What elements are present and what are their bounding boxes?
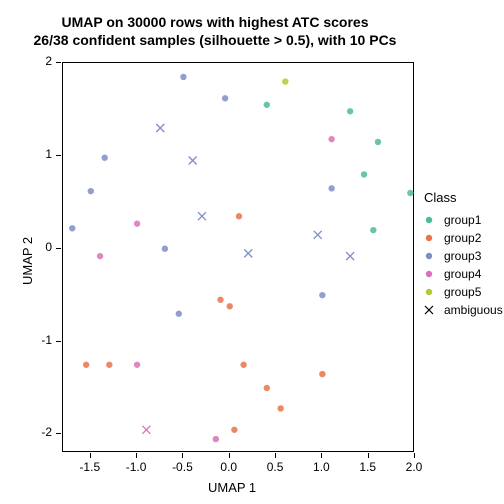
y-tick-label: 2 xyxy=(45,54,52,68)
y-tick xyxy=(56,433,61,434)
circle-icon xyxy=(424,287,440,297)
x-tick xyxy=(321,453,322,458)
data-point xyxy=(361,171,367,177)
legend-item: group2 xyxy=(424,229,503,247)
data-point xyxy=(176,311,182,317)
x-tick xyxy=(182,453,183,458)
x-tick-label: -0.5 xyxy=(170,460,194,474)
data-point xyxy=(134,220,140,226)
cross-icon xyxy=(424,305,440,315)
x-tick-label: 0.5 xyxy=(263,460,287,474)
data-point xyxy=(319,371,325,377)
circle-icon xyxy=(424,251,440,261)
data-point xyxy=(240,362,246,368)
data-point-ambiguous xyxy=(244,249,252,257)
data-point xyxy=(407,190,413,196)
data-point xyxy=(222,95,228,101)
data-point xyxy=(282,78,288,84)
legend-label: group1 xyxy=(444,213,481,227)
x-tick xyxy=(90,453,91,458)
data-point xyxy=(328,136,334,142)
data-point xyxy=(134,362,140,368)
legend-item: ambiguous xyxy=(424,301,503,319)
data-point xyxy=(231,427,237,433)
y-tick-label: -1 xyxy=(41,333,52,347)
data-point xyxy=(375,139,381,145)
x-tick-label: -1.5 xyxy=(78,460,102,474)
legend-label: group2 xyxy=(444,231,481,245)
data-point xyxy=(319,292,325,298)
x-tick xyxy=(414,453,415,458)
data-point xyxy=(328,185,334,191)
data-point xyxy=(69,225,75,231)
y-tick-label: -2 xyxy=(41,425,52,439)
data-point xyxy=(227,303,233,309)
data-point xyxy=(217,297,223,303)
data-point-ambiguous xyxy=(189,157,197,165)
legend-label: group4 xyxy=(444,267,481,281)
legend-label: group3 xyxy=(444,249,481,263)
legend-item: group3 xyxy=(424,247,503,265)
data-point xyxy=(101,155,107,161)
x-tick xyxy=(136,453,137,458)
data-point xyxy=(213,436,219,442)
data-point xyxy=(162,246,168,252)
data-point-ambiguous xyxy=(346,252,354,260)
data-point xyxy=(264,385,270,391)
data-point xyxy=(370,227,376,233)
chart-container: UMAP on 30000 rows with highest ATC scor… xyxy=(0,0,504,504)
data-point xyxy=(180,74,186,80)
x-tick xyxy=(368,453,369,458)
circle-icon xyxy=(424,233,440,243)
title-line-1: UMAP on 30000 rows with highest ATC scor… xyxy=(61,14,368,30)
x-tick xyxy=(275,453,276,458)
x-tick-label: 0.0 xyxy=(217,460,241,474)
y-tick xyxy=(56,248,61,249)
circle-icon xyxy=(424,269,440,279)
data-point-ambiguous xyxy=(156,124,164,132)
legend-label: ambiguous xyxy=(444,303,503,317)
legend: Class group1 group2 group3 group4 group5 ambi… xyxy=(424,190,503,319)
data-point xyxy=(264,102,270,108)
data-point-ambiguous xyxy=(142,426,150,434)
x-tick-label: 1.5 xyxy=(356,460,380,474)
x-tick-label: 1.0 xyxy=(309,460,333,474)
legend-item: group1 xyxy=(424,211,503,229)
data-point xyxy=(83,362,89,368)
x-axis-label: UMAP 1 xyxy=(208,480,256,495)
scatter-svg xyxy=(63,63,415,453)
x-tick-label: 2.0 xyxy=(402,460,426,474)
data-point-ambiguous xyxy=(314,231,322,239)
legend-item: group4 xyxy=(424,265,503,283)
y-tick-label: 1 xyxy=(45,147,52,161)
plot-area xyxy=(62,62,414,452)
legend-label: group5 xyxy=(444,285,481,299)
circle-icon xyxy=(424,215,440,225)
legend-title: Class xyxy=(424,190,503,205)
data-point-ambiguous xyxy=(198,212,206,220)
chart-title: UMAP on 30000 rows with highest ATC scor… xyxy=(0,14,430,49)
legend-items: group1 group2 group3 group4 group5 ambiguous xyxy=(424,211,503,319)
y-tick xyxy=(56,155,61,156)
legend-item: group5 xyxy=(424,283,503,301)
y-tick-label: 0 xyxy=(45,240,52,254)
data-point xyxy=(88,188,94,194)
title-line-2: 26/38 confident samples (silhouette > 0.… xyxy=(34,32,397,48)
y-tick xyxy=(56,62,61,63)
data-point xyxy=(236,213,242,219)
data-point xyxy=(277,405,283,411)
y-tick xyxy=(56,341,61,342)
data-point xyxy=(97,253,103,259)
x-tick xyxy=(229,453,230,458)
data-point xyxy=(347,108,353,114)
y-axis-label: UMAP 2 xyxy=(20,237,35,285)
data-point xyxy=(106,362,112,368)
x-tick-label: -1.0 xyxy=(124,460,148,474)
